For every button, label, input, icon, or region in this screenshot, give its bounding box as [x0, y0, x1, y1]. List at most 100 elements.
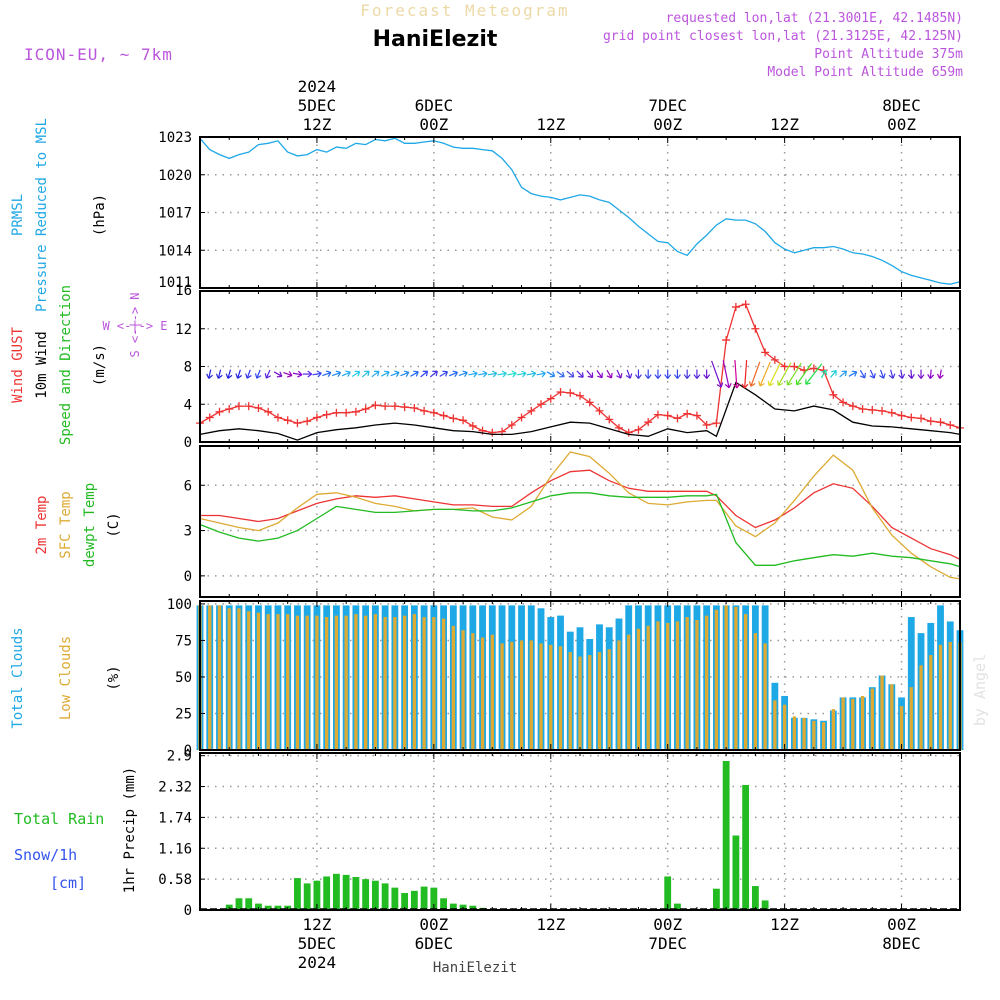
wind-direction-arrowhead — [936, 373, 944, 379]
wind-direction-arrowhead — [673, 374, 681, 379]
y-tick-label: 1023 — [158, 130, 192, 146]
wind-direction-arrowhead — [693, 374, 701, 379]
wind-direction-arrowhead — [606, 372, 613, 379]
gust-marker — [858, 404, 867, 413]
low-cloud-bar — [344, 615, 348, 750]
time-label-bottom: 6DEC — [415, 934, 454, 953]
rain-bar — [410, 890, 418, 910]
gust-marker — [507, 421, 516, 430]
y-tick-label: 1.16 — [158, 841, 192, 857]
wind-direction-arrow — [879, 369, 885, 379]
panel-axis-label: (m/s) — [92, 344, 108, 386]
gust-marker — [488, 428, 497, 437]
wind-direction-arrowhead — [859, 372, 867, 379]
wind-direction-arrow — [217, 369, 222, 379]
low-cloud-bar — [880, 675, 884, 750]
y-tick-label: 6 — [184, 478, 192, 494]
low-cloud-bar — [402, 615, 407, 750]
gust-marker — [449, 414, 458, 423]
wind-direction-arrow — [497, 372, 507, 376]
wind-direction-arrowhead — [898, 373, 906, 379]
low-cloud-bar — [938, 644, 943, 750]
rain-bar — [352, 877, 360, 910]
wind-direction-arrowhead — [354, 370, 361, 377]
wind-direction-arrowhead — [767, 380, 774, 387]
low-cloud-bar — [753, 633, 758, 750]
grid-layer — [200, 136, 960, 910]
panel-axis-label: (C) — [106, 512, 122, 537]
gust-marker — [293, 419, 302, 428]
gust-marker — [917, 414, 926, 423]
y-tick-label: 2.32 — [158, 780, 192, 796]
point-altitude: Point Altitude 375m — [814, 47, 963, 62]
wind-direction-arrowhead — [805, 379, 811, 385]
wind-direction-arrow — [478, 372, 488, 376]
low-cloud-bar — [890, 684, 894, 750]
wind-direction-arrow — [273, 371, 283, 377]
wind-direction-arrow — [536, 372, 546, 376]
low-cloud-bar — [782, 704, 787, 750]
gust-marker — [517, 413, 526, 422]
station-title: HaniElezit — [373, 27, 498, 52]
wind-direction-arrowhead — [432, 370, 438, 377]
wind-direction-arrowhead — [364, 370, 370, 377]
gust-marker — [254, 404, 263, 413]
wind-direction-arrowhead — [644, 374, 652, 379]
low-cloud-bar — [500, 643, 504, 750]
low-cloud-bar — [510, 641, 514, 750]
footer-station: HaniElezit — [433, 960, 517, 976]
wind-direction-arrow — [910, 369, 913, 379]
low-cloud-bar — [393, 617, 397, 750]
gust-marker — [537, 400, 546, 409]
gust-marker — [878, 406, 887, 415]
time-label-bottom: 2024 — [298, 953, 337, 972]
low-cloud-bar — [490, 634, 494, 750]
time-label-top: 12Z — [770, 115, 799, 134]
low-cloud-bar — [763, 643, 767, 750]
wind-direction-arrow — [331, 371, 341, 377]
requested-coords: requested lon,lat (21.3001E, 42.1485N) — [666, 11, 963, 26]
panel-axis-label: dewpt Temp — [82, 483, 98, 567]
low-cloud-bar — [529, 640, 533, 750]
wind-direction-arrowhead — [703, 374, 711, 379]
panel-axis-label: PRMSL — [10, 194, 26, 236]
wind-direction-arrow — [351, 371, 361, 377]
wind-direction-arrow — [839, 370, 847, 378]
low-cloud-bar — [315, 615, 319, 750]
data-layer — [196, 137, 964, 910]
gust-marker — [429, 408, 438, 417]
y-tick-label: 0 — [184, 569, 192, 585]
closest-coords: grid point closest lon,lat (21.3125E, 42… — [603, 29, 963, 44]
rain-bar — [722, 760, 730, 910]
wind-direction-arrow — [390, 371, 400, 377]
precip-legend-rain: Total Rain — [14, 810, 104, 828]
low-cloud-bar — [237, 608, 241, 750]
gust-marker — [692, 411, 701, 420]
low-cloud-bar — [441, 618, 446, 750]
low-cloud-bar — [714, 609, 719, 750]
wind-direction-arrow — [606, 369, 613, 379]
gust-marker — [683, 409, 692, 418]
rain-bar — [742, 784, 750, 910]
wind-direction-arrowhead — [831, 370, 837, 376]
wind-direction-arrow — [448, 371, 458, 377]
wind-direction-arrowhead — [578, 372, 584, 378]
y-tick-label: 1.74 — [158, 810, 192, 826]
low-cloud-bar — [597, 652, 602, 750]
wind-direction-arrowhead — [748, 381, 756, 387]
wind-direction-arrowhead — [530, 370, 537, 378]
wind-direction-arrowhead — [462, 370, 468, 378]
rain-bar — [333, 873, 340, 910]
wind-direction-arrowhead — [492, 370, 498, 378]
gust-marker — [829, 390, 838, 399]
wind-direction-arrow — [744, 360, 748, 389]
wind-direction-arrowhead — [786, 380, 793, 386]
low-cloud-bar — [617, 640, 621, 750]
gust-marker — [712, 419, 721, 428]
time-label-top: 6DEC — [415, 96, 454, 115]
time-label-top: 12Z — [536, 115, 565, 134]
gust-marker — [751, 324, 760, 333]
gust-marker — [634, 425, 643, 434]
